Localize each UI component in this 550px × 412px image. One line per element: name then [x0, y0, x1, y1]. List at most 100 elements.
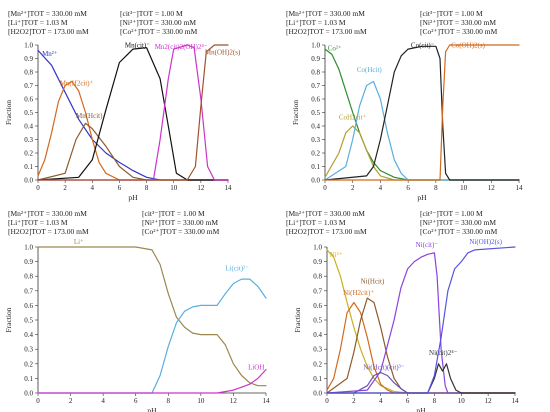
series-line: [326, 246, 516, 394]
series-line: [326, 297, 516, 394]
x-tick-label: 0: [36, 397, 40, 405]
series-line: [324, 125, 520, 181]
legend-conc-right: [Co²⁺]TOT = 330.00 mM: [142, 227, 220, 236]
series-line: [326, 363, 516, 394]
series-label: Ni(cit)⁻: [416, 241, 439, 249]
legend-conc-right: [Co²⁺]TOT = 330.00 mM: [420, 27, 498, 36]
x-tick-label: 12: [485, 397, 493, 405]
y-tick-label: 0.7: [24, 82, 33, 90]
x-axis-label: pH: [416, 406, 426, 412]
y-tick-label: 0.5: [313, 317, 322, 325]
y-tick-label: 0.6: [24, 302, 33, 310]
x-tick-label: 10: [460, 184, 468, 192]
series-line: [326, 301, 516, 394]
legend-conc-left: [H2O2]TOT = 173.00 mM: [8, 27, 89, 36]
x-axis-label: pH: [417, 193, 427, 202]
series-line: [37, 80, 229, 181]
x-tick-label: 14: [263, 397, 271, 405]
legend-conc-left: [Li⁺]TOT = 1.03 M: [286, 18, 346, 27]
legend-conc-left: [Mn²⁺]TOT = 330.00 mM: [286, 209, 365, 218]
x-tick-label: 8: [433, 397, 437, 405]
y-tick-label: 0.6: [24, 96, 33, 104]
x-tick-label: 4: [379, 397, 383, 405]
x-tick-label: 10: [197, 397, 205, 405]
series-line: [37, 44, 229, 181]
legend-conc-right: [Ni²⁺]TOT = 330.00 mM: [420, 18, 496, 27]
y-tick-label: 0.1: [313, 375, 322, 383]
legend-conc-left: [Li⁺]TOT = 1.03 M: [8, 218, 68, 227]
y-tick-label: 0.3: [24, 136, 33, 144]
legend-conc-left: [Mn²⁺]TOT = 330.00 mM: [8, 9, 87, 18]
legend-conc-right: [cit³⁻]TOT = 1.00 M: [142, 209, 205, 218]
y-tick-label: 0.5: [24, 109, 33, 117]
y-tick-label: 0.5: [24, 317, 33, 325]
y-tick-label: 0.9: [311, 55, 320, 63]
x-axis-label: pH: [128, 193, 138, 202]
y-axis-label: Fraction: [4, 307, 13, 332]
chart-panel-top-right: [Mn²⁺]TOT = 330.00 mM[Li⁺]TOT = 1.03 M[H…: [286, 9, 523, 202]
series-line: [37, 246, 267, 387]
y-tick-label: 0.3: [311, 136, 320, 144]
series-label: Ni(Hcit)(cit)³⁻: [363, 364, 404, 372]
y-tick-label: 0.6: [313, 302, 322, 310]
legend-conc-right: [Co²⁺]TOT = 330.00 mM: [420, 227, 498, 236]
series-label: Li⁺: [74, 238, 84, 246]
y-tick-label: 0.4: [313, 331, 322, 339]
x-tick-label: 2: [352, 397, 356, 405]
series-label: Ni²⁺: [330, 251, 343, 259]
y-tick-label: 0.8: [311, 69, 320, 77]
series-label: Co(Hcit): [357, 66, 383, 74]
x-tick-label: 14: [516, 184, 524, 192]
y-tick-label: 0.1: [24, 163, 33, 171]
series-label: Ni(Hcit): [361, 278, 385, 286]
x-axis-label: pH: [147, 406, 157, 412]
series-label: Mn2(cit)2(OH)2⁴⁻: [155, 43, 208, 51]
y-tick-label: 0.4: [24, 123, 33, 131]
x-tick-label: 0: [323, 184, 327, 192]
x-tick-label: 12: [488, 184, 496, 192]
series-label: Mn(OH)2(s): [205, 48, 241, 56]
legend-conc-left: [H2O2]TOT = 173.00 mM: [286, 227, 367, 236]
y-tick-label: 0.3: [313, 346, 322, 354]
series-line: [37, 44, 229, 181]
legend-conc-right: [cit³⁻]TOT = 1.00 M: [420, 209, 483, 218]
series-line: [37, 122, 229, 181]
y-tick-label: 1.0: [313, 244, 322, 252]
x-tick-label: 0: [325, 397, 329, 405]
x-tick-label: 14: [512, 397, 520, 405]
x-tick-label: 10: [170, 184, 178, 192]
series-label: LiOH: [248, 364, 264, 372]
series-line: [324, 45, 520, 181]
x-tick-label: 8: [145, 184, 149, 192]
legend-conc-right: [Ni²⁺]TOT = 330.00 mM: [120, 18, 196, 27]
x-tick-label: 2: [69, 397, 73, 405]
y-tick-label: 0.7: [24, 287, 33, 295]
y-tick-label: 0.8: [24, 273, 33, 281]
y-tick-label: 0.9: [24, 55, 33, 63]
y-tick-label: 0.0: [24, 390, 33, 398]
y-tick-label: 0.8: [313, 273, 322, 281]
y-tick-label: 0.9: [24, 258, 33, 266]
series-line: [37, 369, 267, 394]
x-tick-label: 8: [167, 397, 171, 405]
y-tick-label: 0.2: [313, 360, 322, 368]
series-label: Co(OH)2(s): [451, 42, 485, 50]
y-tick-label: 0.3: [24, 346, 33, 354]
x-tick-label: 2: [63, 184, 67, 192]
y-tick-label: 0.0: [24, 177, 33, 185]
y-tick-label: 0.4: [24, 331, 33, 339]
y-tick-label: 0.0: [313, 390, 322, 398]
legend-conc-right: [Ni²⁺]TOT = 330.00 mM: [142, 218, 218, 227]
y-axis-label: Fraction: [4, 100, 13, 125]
y-tick-label: 0.0: [311, 177, 320, 185]
x-tick-label: 6: [118, 184, 122, 192]
x-tick-label: 4: [91, 184, 95, 192]
y-tick-label: 0.1: [311, 163, 320, 171]
x-tick-label: 0: [36, 184, 40, 192]
legend-conc-left: [Mn²⁺]TOT = 330.00 mM: [8, 209, 87, 218]
x-tick-label: 6: [134, 397, 138, 405]
axis-frame: [37, 45, 228, 181]
series-line: [37, 49, 229, 181]
series-line: [37, 278, 267, 394]
